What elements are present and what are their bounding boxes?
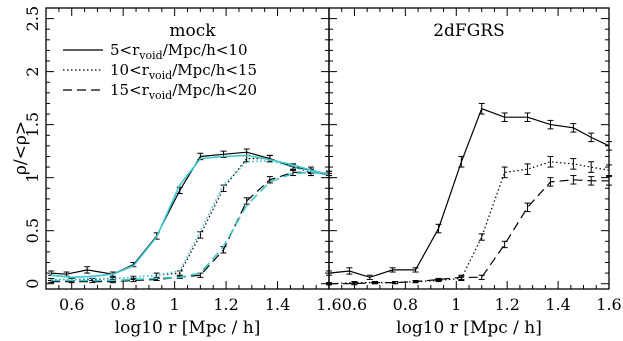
x-tick-label: 0.8 bbox=[110, 295, 135, 314]
series-line-solid-model bbox=[51, 154, 330, 279]
x-tick-label: 1 bbox=[451, 295, 461, 314]
series-line-solid bbox=[51, 151, 330, 275]
series-line-dotted bbox=[51, 158, 330, 281]
x-tick-label: 0.8 bbox=[393, 295, 418, 314]
y-axis-label: ρ/<ρ> bbox=[11, 121, 31, 175]
x-tick-label: 1.6 bbox=[596, 295, 621, 314]
x-tick-label: 0.6 bbox=[59, 295, 84, 314]
series-line-dashed bbox=[329, 179, 609, 285]
x-tick-label: 1.6 bbox=[316, 295, 341, 314]
x-tick-label: 1.2 bbox=[213, 295, 238, 314]
legend-entry: 10<rvoid/Mpc/h<15 bbox=[110, 61, 257, 82]
series-line-solid bbox=[328, 107, 610, 278]
series-line-dotted-model bbox=[51, 159, 330, 281]
x-tick-label: 1.2 bbox=[494, 295, 519, 314]
y-tick-label: 2 bbox=[23, 67, 42, 77]
panel-title: mock bbox=[169, 21, 216, 41]
series-line-dashed bbox=[51, 171, 330, 283]
y-tick-label: 0 bbox=[23, 279, 42, 289]
x-tick-label: 0.6 bbox=[342, 295, 367, 314]
x-tick-label: 1.4 bbox=[545, 295, 570, 314]
panel-title: 2dFGRS bbox=[433, 21, 505, 41]
legend-text: /Mpc/h<15 bbox=[172, 61, 257, 79]
legend-text: 5<r bbox=[110, 41, 140, 59]
x-tick-label: 1.4 bbox=[265, 295, 290, 314]
legend-subscript: void bbox=[148, 69, 172, 82]
legend-text: 10<r bbox=[110, 61, 150, 79]
legend-text: /Mpc/h<20 bbox=[172, 81, 257, 99]
x-axis-label: log10 r [Mpc / h] bbox=[115, 318, 261, 338]
legend-subscript: void bbox=[148, 89, 172, 102]
y-tick-label: 2.5 bbox=[23, 6, 42, 31]
legend-entry: 15<rvoid/Mpc/h<20 bbox=[110, 81, 257, 102]
y-tick-label: 0.5 bbox=[23, 218, 42, 243]
legend-text: /Mpc/h<10 bbox=[163, 41, 248, 59]
legend-subscript: void bbox=[138, 49, 162, 62]
x-axis-label: log10 r [Mpc / h] bbox=[396, 318, 542, 338]
legend-entry: 5<rvoid/Mpc/h<10 bbox=[110, 41, 248, 62]
y-tick-label: 1.5 bbox=[23, 112, 42, 137]
2dfgrs-panel: 0.6 0.8 1 1.2 1.4 1.6 2dFGRS log10 r [Mpc / h] bbox=[326, 7, 622, 338]
x-tick-label: 1 bbox=[170, 295, 180, 314]
mock-panel: 0.6 0.8 1 1.2 1.4 1.6 0 0.5 1 1.5 2 2.5 mock log10 r … bbox=[23, 6, 342, 338]
legend-text: 15<r bbox=[110, 81, 150, 99]
series-line-dashed-model bbox=[51, 171, 330, 282]
y-tick-label: 1 bbox=[23, 173, 42, 183]
